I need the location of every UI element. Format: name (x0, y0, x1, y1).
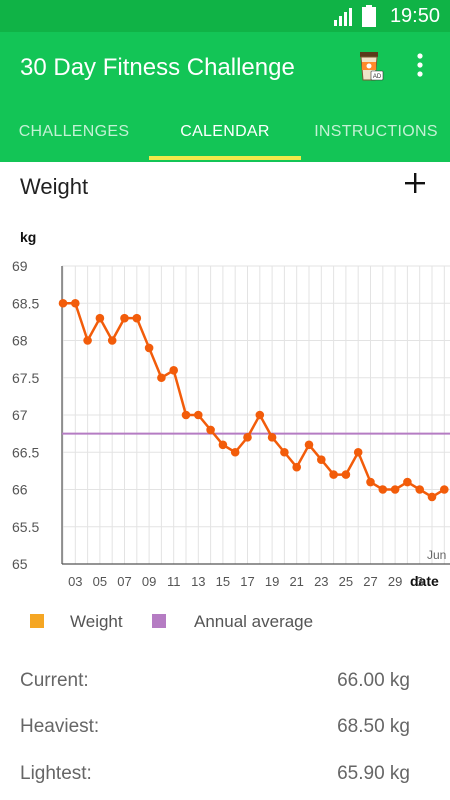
stat-current: Current: 66.00 kg (20, 670, 410, 700)
weight-data-point (132, 313, 142, 323)
weight-data-point (206, 425, 215, 435)
add-weight-icon[interactable] (402, 170, 428, 196)
app-title: 30 Day Fitness Challenge (20, 54, 295, 81)
coffee-cup-ad-icon[interactable]: AD (358, 52, 384, 82)
x-tick-label: 03 (68, 574, 82, 589)
weight-data-point (304, 440, 314, 450)
x-tick-label: 15 (216, 574, 230, 589)
x-tick-label: 23 (314, 574, 328, 589)
weight-data-point (415, 485, 425, 494)
weight-chart: 65 65.5 66 66.5 67 67.5 68 68.5 69 kg date Jun 03 05 0… (12, 229, 450, 589)
legend-average-swatch (152, 614, 166, 628)
x-tick-label: 09 (142, 574, 156, 589)
stat-lightest-label: Lightest: (20, 763, 92, 784)
weight-data-point (403, 477, 412, 487)
tab-challenges[interactable]: CHALLENGES (18, 123, 130, 140)
stat-current-label: Current: (20, 670, 89, 691)
month-label: Jun (427, 548, 446, 562)
more-options-icon[interactable] (408, 52, 432, 78)
weight-data-point (181, 410, 191, 420)
weight-data-point (230, 447, 240, 457)
x-axis-label: date (410, 573, 439, 589)
weight-data-point (366, 477, 375, 487)
y-tick-label: 67.5 (12, 370, 39, 386)
app-bar: 30 Day Fitness Challenge AD CHALLENGES C… (0, 32, 450, 162)
active-tab-indicator (149, 156, 301, 160)
stat-current-value: 66.00 kg (337, 670, 410, 691)
chart-legend: Weight Annual average (0, 610, 450, 634)
x-tick-label: 17 (240, 574, 254, 589)
y-tick-label: 65 (12, 556, 28, 572)
y-tick-label: 68.5 (12, 295, 39, 311)
y-tick-label: 67 (12, 407, 28, 423)
x-tick-label: 21 (289, 574, 303, 589)
stat-lightest-value: 65.90 kg (337, 763, 410, 784)
weight-data-point (267, 433, 277, 442)
x-tick-label: 11 (167, 574, 181, 589)
y-tick-label: 68 (12, 333, 28, 349)
legend-weight-label: Weight (70, 612, 123, 631)
x-tick-label: 05 (93, 574, 107, 589)
weight-data-point (120, 313, 129, 323)
weight-data-point (95, 313, 105, 323)
x-tick-label: 19 (265, 574, 279, 589)
legend-average-label: Annual average (194, 612, 314, 631)
ad-label: AD (373, 74, 382, 80)
stat-heaviest: Heaviest: 68.50 kg (20, 716, 410, 746)
weight-data-point (390, 485, 400, 494)
weight-data-point (292, 462, 302, 472)
weight-data-point (71, 298, 80, 308)
weight-data-point (353, 447, 363, 457)
tab-calendar[interactable]: CALENDAR (180, 123, 270, 140)
tab-bar: CHALLENGES CALENDAR INSTRUCTIONS (0, 114, 450, 162)
y-axis-label: kg (20, 229, 36, 245)
weight-data-point (341, 470, 351, 479)
battery-icon (362, 5, 376, 27)
x-tick-label: 3 (416, 574, 423, 589)
x-tick-label: 29 (388, 574, 402, 589)
y-tick-label: 66 (12, 482, 28, 498)
x-tick-label: 27 (363, 574, 377, 589)
x-tick-label: 25 (339, 574, 353, 589)
weight-data-point (440, 485, 449, 494)
weight-section-title: Weight (20, 174, 89, 199)
weight-data-point (243, 433, 252, 442)
status-bar: 19:50 (0, 0, 450, 32)
y-tick-label: 65.5 (12, 519, 39, 535)
weight-data-point (157, 373, 166, 383)
weight-data-point (58, 298, 68, 308)
y-tick-label: 66.5 (12, 444, 39, 460)
x-tick-label: 07 (117, 574, 131, 589)
weight-data-point (378, 485, 388, 494)
weight-data-point (317, 455, 326, 464)
weight-data-point (194, 410, 203, 420)
weight-data-point (329, 470, 338, 479)
signal-icon (334, 8, 352, 26)
weight-data-point (83, 336, 92, 345)
legend-weight-swatch (30, 614, 44, 628)
weight-data-point (280, 447, 289, 457)
tab-instructions[interactable]: INSTRUCTIONS (314, 123, 438, 140)
x-tick-label: 13 (191, 574, 205, 589)
weight-data-point (169, 366, 178, 375)
weight-series-line (63, 302, 445, 499)
weight-data-point (255, 410, 265, 420)
status-time: 19:50 (389, 5, 440, 27)
stat-heaviest-value: 68.50 kg (337, 716, 410, 737)
stat-heaviest-label: Heaviest: (20, 716, 100, 737)
weight-data-point (218, 440, 228, 450)
weight-data-point (107, 336, 117, 345)
weight-data-point (427, 492, 437, 502)
weight-data-point (144, 343, 154, 353)
stat-lightest: Lightest: 65.90 kg (20, 763, 410, 793)
y-tick-label: 69 (12, 258, 28, 274)
